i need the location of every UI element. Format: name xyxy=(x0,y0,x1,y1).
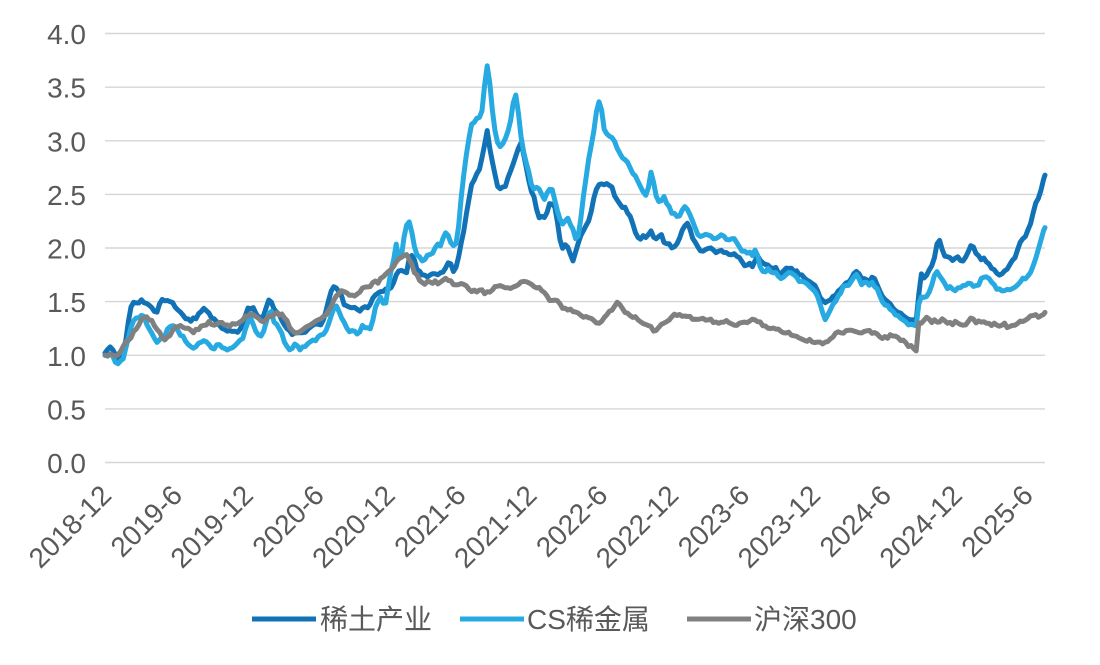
svg-text:CS稀金属: CS稀金属 xyxy=(527,604,650,635)
svg-text:2.5: 2.5 xyxy=(47,180,86,211)
svg-text:0.0: 0.0 xyxy=(47,448,86,479)
svg-text:0.5: 0.5 xyxy=(47,394,86,425)
svg-text:1.5: 1.5 xyxy=(47,287,86,318)
svg-text:3.0: 3.0 xyxy=(47,126,86,157)
svg-text:稀土产业: 稀土产业 xyxy=(320,604,432,635)
svg-text:3.5: 3.5 xyxy=(47,73,86,104)
svg-text:1.0: 1.0 xyxy=(47,341,86,372)
svg-text:2.0: 2.0 xyxy=(47,234,86,265)
svg-text:沪深300: 沪深300 xyxy=(754,604,857,635)
svg-text:4.0: 4.0 xyxy=(47,19,86,50)
